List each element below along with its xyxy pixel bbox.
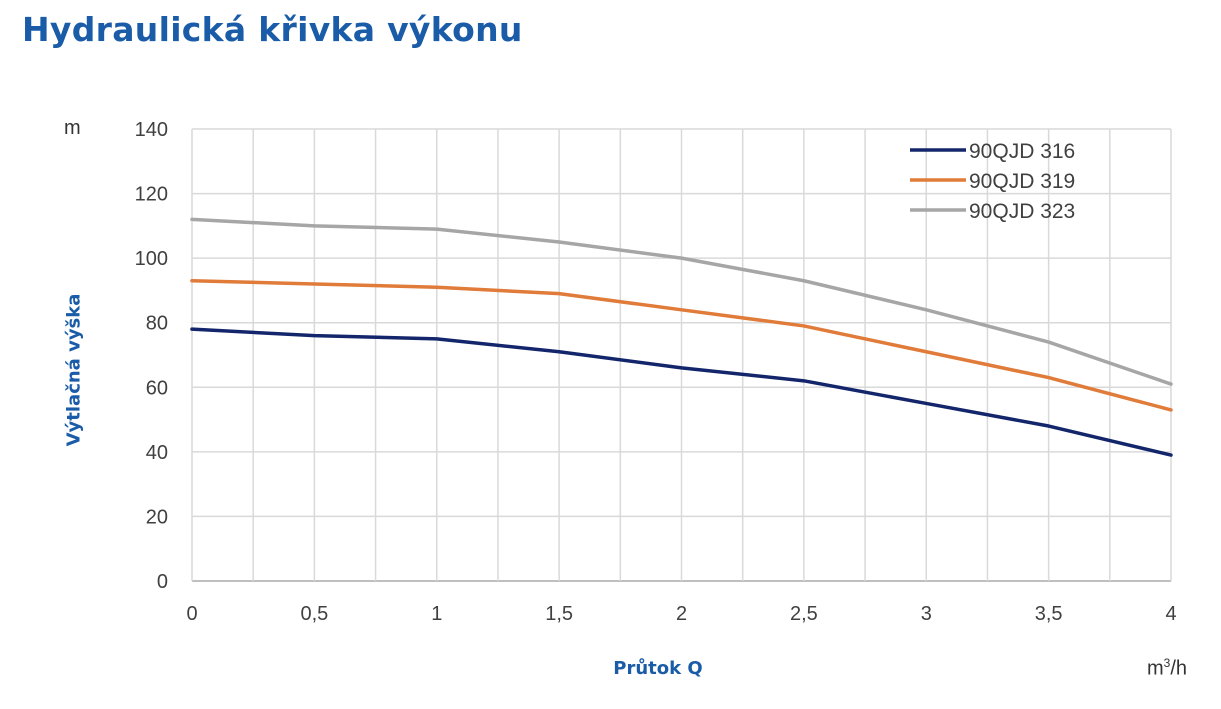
chart-grid bbox=[191, 128, 1172, 582]
legend-label: 90QJD 316 bbox=[969, 140, 1075, 163]
legend-label: 90QJD 319 bbox=[969, 170, 1075, 193]
x-axis-unit: m3/h bbox=[1147, 656, 1187, 681]
y-tick-label: 0 bbox=[157, 571, 168, 593]
x-axis-ticks: 0 0,5 1 1,5 2 2,5 3 3,5 4 bbox=[186, 603, 1176, 625]
x-tick-label: 3,5 bbox=[1035, 603, 1063, 625]
x-tick-label: 1 bbox=[431, 603, 442, 625]
x-tick-label: 2,5 bbox=[790, 603, 818, 625]
x-tick-label: 1,5 bbox=[545, 603, 573, 625]
y-tick-label: 140 bbox=[135, 119, 168, 141]
y-tick-label: 60 bbox=[146, 377, 168, 399]
page-title: Hydraulická křivka výkonu bbox=[22, 10, 523, 49]
y-axis-unit: m bbox=[64, 117, 81, 139]
legend-label: 90QJD 323 bbox=[969, 200, 1075, 223]
x-axis-label: Průtok Q bbox=[613, 658, 703, 679]
chart-series-lines bbox=[190, 217, 1173, 457]
y-tick-label: 40 bbox=[146, 442, 168, 464]
series-line bbox=[190, 217, 1173, 386]
y-tick-label: 120 bbox=[135, 184, 168, 206]
series-line bbox=[190, 278, 1173, 412]
x-tick-label: 4 bbox=[1165, 603, 1176, 625]
x-tick-label: 0,5 bbox=[300, 603, 328, 625]
chart-legend: 90QJD 316 90QJD 319 90QJD 323 bbox=[910, 140, 1075, 223]
y-tick-label: 20 bbox=[146, 506, 168, 528]
x-axis-unit-tail: /h bbox=[1170, 657, 1188, 680]
y-tick-label: 100 bbox=[135, 248, 168, 270]
x-axis-unit-base: m bbox=[1147, 657, 1164, 680]
x-tick-label: 0 bbox=[186, 603, 197, 625]
series-line bbox=[190, 327, 1173, 457]
x-tick-label: 2 bbox=[676, 603, 687, 625]
x-tick-label: 3 bbox=[921, 603, 932, 625]
y-axis-ticks: 0 20 40 60 80 100 120 140 bbox=[135, 119, 168, 593]
y-tick-label: 80 bbox=[146, 313, 168, 335]
x-axis-unit-sup: 3 bbox=[1163, 656, 1171, 670]
